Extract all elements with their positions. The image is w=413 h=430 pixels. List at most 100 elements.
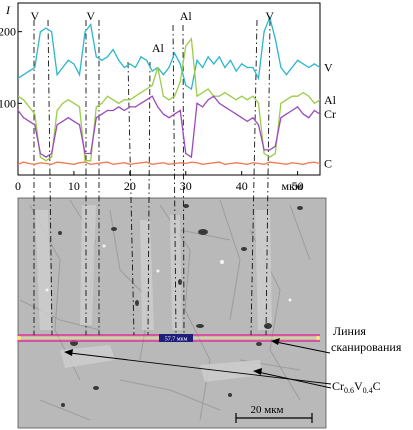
data-point-v bbox=[297, 59, 299, 61]
data-point-al bbox=[56, 109, 58, 112]
data-point-c bbox=[134, 162, 136, 165]
sem-image bbox=[18, 198, 326, 428]
data-point-c bbox=[106, 161, 109, 163]
data-point-cr bbox=[129, 106, 131, 108]
data-point-cr bbox=[90, 152, 92, 155]
data-point-c bbox=[129, 163, 131, 165]
data-point-al bbox=[285, 99, 287, 101]
y-axis-label: I bbox=[5, 3, 11, 17]
data-point-cr bbox=[34, 124, 36, 126]
y-tick-label: 200 bbox=[0, 25, 16, 39]
data-point-cr bbox=[235, 113, 237, 115]
data-point-c bbox=[280, 162, 282, 165]
guide-lines bbox=[33, 19, 271, 336]
data-point-v bbox=[274, 38, 276, 40]
data-point-al bbox=[62, 102, 64, 104]
data-point-c bbox=[34, 163, 36, 165]
peak-label: Al bbox=[152, 41, 165, 55]
x-axis-ticks: 0 10 20 30 40 50 bbox=[15, 171, 304, 193]
data-point-c bbox=[23, 161, 25, 163]
series-label-c: C bbox=[324, 157, 332, 171]
data-point-v bbox=[146, 59, 148, 61]
data-point-al bbox=[73, 102, 75, 104]
data-point-cr bbox=[106, 109, 109, 112]
data-point-al bbox=[151, 84, 153, 86]
data-point-al bbox=[34, 113, 36, 115]
data-point-c bbox=[56, 161, 58, 163]
data-point-v bbox=[319, 66, 320, 69]
data-point-al bbox=[319, 99, 320, 101]
data-point-v bbox=[39, 31, 42, 33]
scan-line-label-line2: сканирования bbox=[331, 340, 402, 354]
phase-label: Cr0.6V0.4C bbox=[332, 379, 381, 395]
data-point-cr bbox=[185, 152, 187, 155]
data-point-cr bbox=[263, 149, 265, 151]
image-annotations: Линия сканирования Cr0.6V0.4C bbox=[64, 324, 402, 395]
data-point-cr bbox=[179, 109, 181, 112]
data-point-al bbox=[257, 102, 260, 104]
data-point-v bbox=[224, 66, 226, 69]
data-point-c bbox=[101, 162, 103, 164]
data-point-c bbox=[190, 161, 192, 163]
data-point-v bbox=[140, 56, 142, 58]
data-point-al bbox=[146, 88, 148, 90]
data-point-al bbox=[297, 95, 299, 97]
data-point-al bbox=[134, 95, 136, 97]
data-point-al bbox=[140, 92, 142, 94]
data-point-c bbox=[196, 162, 198, 164]
data-point-v bbox=[106, 56, 109, 58]
data-point-cr bbox=[67, 117, 69, 119]
data-point-cr bbox=[23, 117, 25, 119]
data-point-al bbox=[168, 99, 170, 101]
data-point-v bbox=[23, 74, 25, 76]
data-point-c bbox=[62, 162, 64, 164]
data-point-al bbox=[269, 156, 271, 158]
data-point-al bbox=[23, 99, 25, 101]
data-point-al bbox=[39, 156, 42, 158]
data-point-v bbox=[67, 59, 69, 61]
data-point-c bbox=[45, 162, 47, 165]
data-point-c bbox=[224, 163, 226, 165]
data-point-v bbox=[313, 63, 315, 65]
peak-label: V bbox=[30, 9, 39, 23]
data-point-c bbox=[218, 161, 220, 163]
data-point-v bbox=[90, 23, 92, 26]
data-point-v bbox=[302, 63, 304, 65]
data-point-v bbox=[257, 77, 260, 79]
data-point-al bbox=[207, 88, 209, 90]
data-point-c bbox=[319, 162, 320, 165]
data-point-c bbox=[213, 162, 215, 164]
data-point-al bbox=[118, 102, 120, 104]
data-point-cr bbox=[123, 109, 125, 112]
data-point-c bbox=[241, 162, 243, 165]
data-point-v bbox=[213, 63, 215, 65]
data-point-v bbox=[51, 31, 53, 33]
data-point-al bbox=[95, 106, 97, 108]
x-tick-label: 40 bbox=[236, 179, 248, 193]
data-point-v bbox=[78, 74, 81, 76]
data-point-c bbox=[95, 162, 97, 165]
data-point-al bbox=[274, 152, 276, 155]
data-point-v bbox=[134, 66, 136, 69]
series-label-al: Al bbox=[324, 93, 337, 107]
data-point-al bbox=[313, 102, 315, 104]
data-point-al bbox=[224, 92, 226, 94]
data-point-c bbox=[246, 163, 248, 165]
data-point-cr bbox=[157, 106, 159, 108]
data-point-cr bbox=[45, 156, 47, 158]
data-point-c bbox=[123, 162, 125, 164]
x-tick-label: 10 bbox=[68, 179, 80, 193]
data-point-v bbox=[151, 70, 153, 72]
data-point-v bbox=[62, 66, 64, 69]
data-point-al bbox=[123, 99, 125, 101]
scan-readout-box bbox=[159, 334, 193, 342]
sem-light-lamellae bbox=[35, 205, 272, 382]
data-point-cr bbox=[134, 106, 136, 108]
data-point-al bbox=[84, 160, 86, 162]
data-point-v bbox=[73, 63, 75, 65]
data-point-cr bbox=[246, 120, 248, 122]
data-point-cr bbox=[319, 113, 320, 115]
data-point-c bbox=[84, 161, 86, 163]
data-point-cr bbox=[146, 99, 148, 101]
